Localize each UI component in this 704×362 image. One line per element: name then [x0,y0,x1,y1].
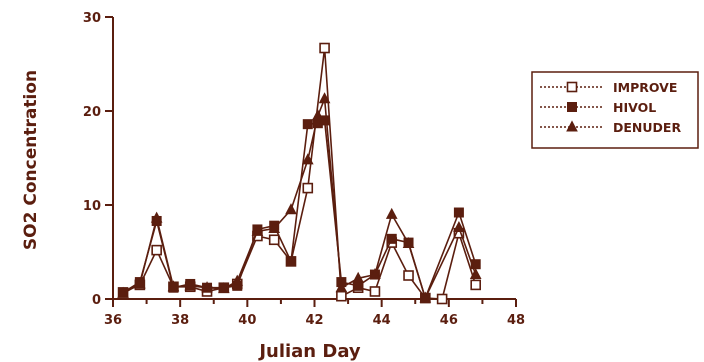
data-point-denuder [369,267,381,280]
data-point-hivol [453,207,464,218]
legend-marker [566,81,578,93]
data-point-improve [470,279,482,291]
data-point-improve [403,270,414,281]
y-axis-label: SO2 Concentration [21,70,41,250]
data-point-denuder [268,221,281,233]
legend-label-hivol: HIVOL [613,100,656,115]
x-tick-label: 40 [238,313,256,328]
legend-box [531,71,699,149]
legend-sample-improve [540,81,604,93]
data-point-denuder [150,211,163,223]
data-point-denuder [312,109,324,121]
legend-entry-denuder: DENUDER [540,120,681,135]
legend-sample-hivol [540,102,604,112]
data-point-denuder [167,280,180,292]
legend-label-improve: IMPROVE [613,80,677,95]
data-point-improve [336,290,347,302]
x-axis-label: Julian Day [257,341,361,362]
data-point-denuder [285,203,297,215]
data-point-denuder [352,271,364,283]
legend-marker [567,102,577,112]
series-line-denuder [122,98,477,301]
y-axis-ticks: 0 10 20 30 [83,11,113,308]
series-denuder [117,92,482,303]
x-tick-label: 36 [104,313,122,328]
series-layer [117,42,482,305]
series-line-improve [122,47,477,300]
data-point-denuder [335,281,348,293]
series-improve [117,42,482,305]
data-point-denuder [231,274,244,286]
data-point-denuder [134,277,146,289]
data-point-denuder [301,153,314,165]
data-point-denuder [419,291,432,303]
y-tick-label: 30 [83,11,101,26]
x-tick-label: 42 [305,313,323,328]
x-tick-label: 46 [440,313,458,328]
y-tick-label: 10 [83,199,101,214]
data-point-denuder [318,92,331,104]
data-point-improve [319,42,330,54]
data-point-denuder [184,279,197,291]
data-point-improve [436,293,448,305]
series-line-hivol [122,119,477,301]
x-axis-ticks: 36 38 40 42 44 46 48 [104,299,525,328]
data-point-improve [369,286,381,297]
x-tick-label: 44 [373,313,391,328]
y-tick-label: 20 [83,105,101,120]
data-point-denuder [385,207,398,219]
data-point-denuder [469,267,482,280]
legend-marker [566,120,578,132]
legend-entry-hivol: HIVOL [540,100,656,115]
data-point-denuder [453,220,465,233]
data-point-denuder [251,224,264,236]
series-hivol [118,115,481,304]
x-tick-label: 48 [507,313,525,328]
data-point-hivol [319,115,330,126]
data-point-hivol [302,119,313,130]
x-tick-label: 38 [171,313,189,328]
legend-entry-improve: IMPROVE [540,80,677,95]
data-point-denuder [201,281,213,293]
legend-label-denuder: DENUDER [613,120,681,135]
data-point-denuder [217,282,230,294]
data-point-denuder [402,236,415,249]
data-point-improve [151,244,162,256]
data-point-improve [268,234,280,246]
data-point-denuder [117,286,129,298]
legend: IMPROVE HIVOL DENUDER [531,71,699,149]
legend-sample-denuder [540,120,604,132]
data-point-hivol [386,233,397,244]
data-point-improve [302,182,314,194]
data-point-hivol [285,256,296,267]
y-tick-label: 0 [92,293,101,308]
